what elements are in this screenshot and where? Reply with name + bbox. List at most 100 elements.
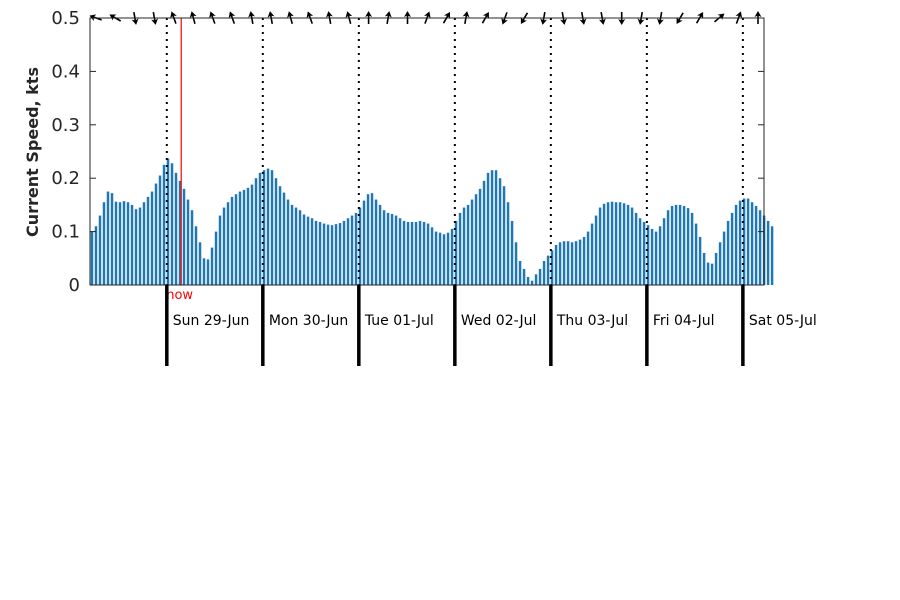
now-label: now [166,288,193,303]
arrow-head [598,18,606,25]
speed-bar [282,192,286,285]
speed-bar [106,191,110,285]
arrow-head [267,11,275,18]
speed-bar [706,262,710,285]
speed-bar [686,208,690,285]
speed-bar [498,178,502,285]
arrow-head [170,11,177,19]
speed-bar [186,199,190,285]
speed-bar [114,201,118,285]
speed-bar [738,200,742,285]
speed-bar [558,242,562,285]
speed-bar [446,232,450,285]
speed-bar [606,202,610,285]
speed-bar [374,199,378,285]
speed-bar [622,203,626,285]
speed-bar [370,193,374,285]
day-label: Fri 04-Jul [653,313,715,329]
speed-bar [598,207,602,285]
speed-bar [254,178,258,285]
arrow-head [89,14,97,21]
speed-bar [210,247,214,285]
speed-bar [418,220,422,285]
speed-bar [382,210,386,285]
speed-bar [658,226,662,285]
speed-bar [590,223,594,285]
speed-bar [202,258,206,285]
speed-bar [734,204,738,285]
day-label: Sun 29-Jun [173,313,250,329]
speed-bar [142,202,146,285]
speed-bar [358,207,362,285]
day-label: Tue 01-Jul [364,313,434,329]
arrow-head [404,11,411,17]
speed-bar [194,226,198,285]
speed-bar [626,204,630,285]
speed-bar [458,212,462,285]
arrow-head [482,11,489,19]
arrow-head [735,11,743,19]
speed-bar [554,244,558,285]
arrow-head [287,11,294,18]
speed-bar [246,187,250,285]
speed-bar [438,232,442,285]
y-tick-label: 0.3 [51,115,80,136]
speed-bar [278,186,282,285]
speed-bar [502,186,506,285]
speed-bar [766,220,770,285]
now-marker: now [166,18,193,303]
speed-bar [742,198,746,285]
arrow-head [697,11,704,19]
speed-bar [234,194,238,285]
speed-bar [154,183,158,285]
speed-bar [330,225,334,285]
arrow-head [209,11,216,19]
speed-bar [274,178,278,285]
speed-bar [750,202,754,285]
speed-bar [166,158,170,285]
speed-bar [430,227,434,285]
speed-bar [338,223,342,285]
speed-bar [434,231,438,285]
speed-bar [146,196,150,285]
arrow-head [754,11,762,17]
arrow-head [462,11,470,18]
speed-bar [486,172,490,285]
arrow-head [501,17,508,25]
speed-bar [578,239,582,285]
day-label: Mon 30-Jun [269,313,349,329]
speed-bar [538,268,542,285]
speed-bar [310,218,314,285]
speed-bar [662,218,666,285]
speed-bar [682,205,686,285]
speed-bar [334,224,338,285]
speed-bar [522,268,526,285]
day-axis: Sun 29-Jun Mon 30-Jun Tue 01-Jul Wed 02-Jul… [165,285,817,366]
speed-bar [442,234,446,285]
speed-bar [286,199,290,285]
speed-bar [546,255,550,285]
day-label: Wed 02-Jul [461,313,537,329]
speed-bar [162,164,166,285]
speed-bar [402,220,406,285]
y-tick-label: 0 [69,275,80,296]
speed-bar [190,210,194,285]
arrow-head [424,11,431,19]
speed-bar [526,276,530,285]
speed-bar [650,228,654,285]
arrow-head [384,11,392,18]
speed-bar [494,170,498,285]
speed-bar [342,220,346,285]
speed-bar [670,205,674,285]
speed-bar [586,231,590,285]
speed-bar [474,194,478,285]
speed-bar [674,204,678,285]
speed-bar [238,191,242,285]
speed-bar [478,188,482,285]
speed-bar [118,202,122,285]
speed-bar [450,228,454,285]
speed-bar [218,215,222,285]
speed-bar [170,163,174,285]
speed-bar [366,194,370,285]
